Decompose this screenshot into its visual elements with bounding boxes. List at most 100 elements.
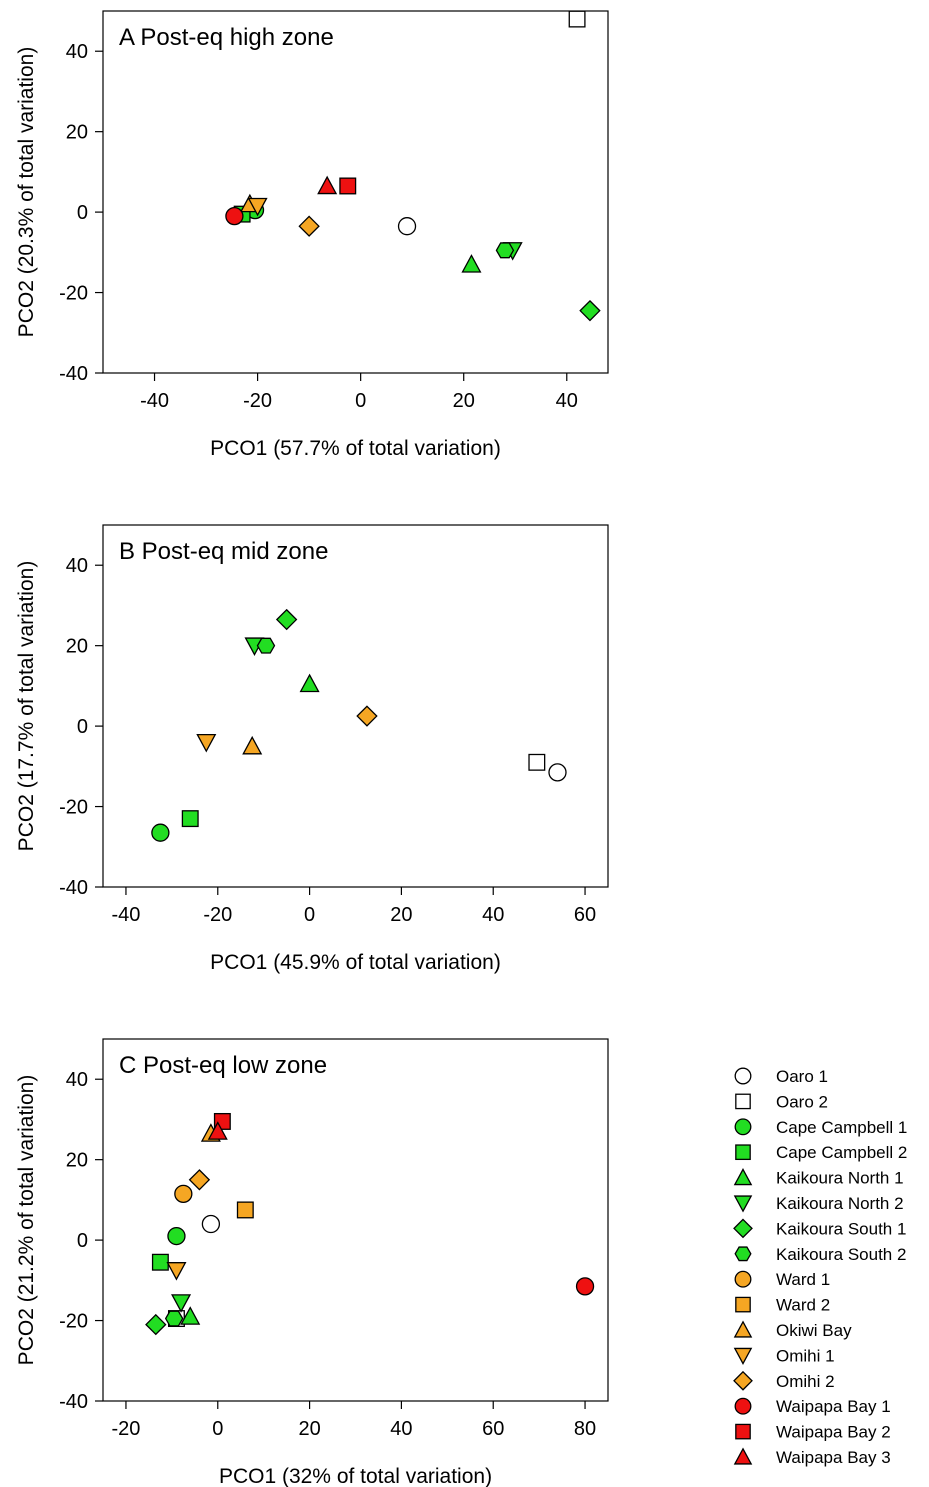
- x-tick-label: 80: [574, 1418, 596, 1440]
- plot-frame: [102, 1038, 609, 1402]
- legend-marker-oaro2: [735, 1093, 751, 1110]
- point-wb1: [225, 206, 244, 226]
- x-tick-label: 0: [212, 1418, 223, 1440]
- legend-item: Kaikoura North 1: [733, 1168, 904, 1188]
- point-omihi2: [298, 215, 320, 237]
- x-tick-label: 0: [355, 390, 366, 412]
- y-tick-label: 20: [66, 1150, 88, 1172]
- legend-item: Ward 2: [735, 1296, 830, 1315]
- x-tick-label: -20: [112, 1418, 141, 1440]
- point-omihi1: [196, 733, 217, 753]
- x-tick-label: -40: [112, 904, 141, 926]
- point-wb1: [575, 1277, 595, 1296]
- point-omihi2: [356, 705, 378, 727]
- point-okiwi: [242, 735, 263, 755]
- legend-label: Cape Campbell 2: [776, 1143, 907, 1162]
- x-tick-label: -40: [140, 390, 169, 412]
- y-tick-label: -40: [59, 877, 88, 899]
- x-axis-label: PCO1 (32% of total variation): [219, 1465, 492, 1487]
- legend-label: Kaikoura South 2: [776, 1245, 906, 1264]
- point-omihi2: [188, 1169, 211, 1191]
- y-tick-label: -40: [59, 363, 88, 385]
- legend-marker-omihi2: [733, 1370, 753, 1391]
- x-tick-label: 20: [298, 1418, 320, 1440]
- point-omihi1: [166, 1262, 187, 1281]
- point-wb3: [207, 1121, 228, 1140]
- legend-item: Waipapa Bay 2: [735, 1423, 891, 1442]
- legend-item: Waipapa Bay 3: [733, 1447, 891, 1467]
- legend-item: Ward 1: [734, 1270, 830, 1289]
- y-tick-label: 20: [66, 122, 88, 144]
- x-tick-label: 40: [482, 904, 504, 926]
- x-tick-label: 60: [482, 1418, 504, 1440]
- point-oaro2: [528, 753, 546, 771]
- y-tick-label: 40: [66, 1069, 88, 1091]
- legend-item: Omihi 2: [733, 1370, 835, 1391]
- panel-c: -20 0 20 40 60 80 -40 -20 0 20 40 C Post-eq low zon…: [15, 1038, 609, 1487]
- point-oaro1: [397, 217, 417, 236]
- point-cc2: [181, 810, 199, 828]
- point-cc2: [151, 1253, 169, 1271]
- legend-marker-wb1: [734, 1397, 752, 1415]
- point-ks2: [164, 1310, 184, 1327]
- legend-item: Kaikoura North 2: [733, 1194, 904, 1213]
- point-oaro2: [568, 10, 586, 28]
- point-ks2: [495, 242, 515, 259]
- point-wb2: [339, 177, 357, 195]
- point-ks2: [256, 637, 276, 654]
- point-ks1: [145, 1313, 167, 1336]
- x-tick-label: -20: [243, 390, 272, 412]
- legend-label: Oaro 2: [776, 1092, 828, 1111]
- legend-label: Cape Campbell 1: [776, 1118, 907, 1137]
- legend-label: Waipapa Bay 2: [776, 1423, 891, 1442]
- point-omihi1: [247, 197, 268, 217]
- legend-label: Omihi 1: [776, 1346, 835, 1365]
- y-tick-label: 0: [77, 716, 88, 738]
- y-tick-label: 40: [66, 555, 88, 577]
- x-tick-label: 40: [390, 1418, 412, 1440]
- legend-label: Ward 2: [776, 1296, 830, 1315]
- y-tick-label: 0: [77, 1230, 88, 1252]
- point-ks1: [275, 608, 298, 631]
- y-tick-label: 20: [66, 636, 88, 658]
- legend-marker-wb3: [733, 1447, 753, 1465]
- y-tick-label: -40: [59, 1391, 88, 1413]
- y-axis-label: PCO2 (17.7% of total variation): [15, 561, 38, 852]
- point-kn1: [180, 1306, 201, 1325]
- x-tick-label: 0: [304, 904, 315, 926]
- point-cc1: [167, 1226, 186, 1246]
- legend-label: Kaikoura South 1: [776, 1219, 906, 1238]
- panel-title: B Post-eq mid zone: [119, 538, 328, 565]
- y-tick-label: 40: [66, 41, 88, 63]
- y-tick-label: 0: [77, 202, 88, 224]
- panel-b: -40 -20 0 20 40 60 -40 -20 0 20 40 B Post-eq mid zo…: [15, 524, 609, 974]
- legend-item: Oaro 1: [734, 1067, 828, 1086]
- point-kn1: [299, 673, 320, 693]
- x-tick-label: -20: [203, 904, 232, 926]
- legend-label: Oaro 1: [776, 1067, 828, 1086]
- legend-label: Waipapa Bay 1: [776, 1397, 891, 1416]
- legend-marker-kn1: [733, 1168, 753, 1186]
- y-tick-label: -20: [59, 283, 88, 305]
- legend-item: Kaikoura South 2: [734, 1245, 906, 1264]
- legend-label: Waipapa Bay 3: [776, 1448, 891, 1467]
- legend-marker-kn2: [733, 1195, 753, 1213]
- legend-marker-cc2: [735, 1144, 751, 1161]
- legend-label: Ward 1: [776, 1270, 830, 1289]
- panel-title: A Post-eq high zone: [119, 24, 334, 51]
- legend-marker-wb2: [735, 1423, 751, 1440]
- point-ks1: [579, 299, 601, 322]
- y-axis-label: PCO2 (20.3% of total variation): [15, 47, 38, 338]
- x-tick-label: 40: [556, 390, 578, 412]
- legend-marker-omihi1: [733, 1347, 753, 1365]
- y-tick-label: -20: [59, 797, 88, 819]
- point-kn1: [461, 254, 482, 273]
- legend-item: Cape Campbell 2: [735, 1143, 907, 1162]
- point-cc1: [151, 823, 170, 842]
- x-tick-label: 20: [453, 390, 475, 412]
- legend-marker-okiwi: [733, 1320, 753, 1338]
- point-ward2: [236, 1201, 254, 1219]
- legend-marker-oaro1: [734, 1067, 752, 1085]
- legend-marker-cc1: [734, 1118, 752, 1136]
- point-wb3: [317, 175, 338, 195]
